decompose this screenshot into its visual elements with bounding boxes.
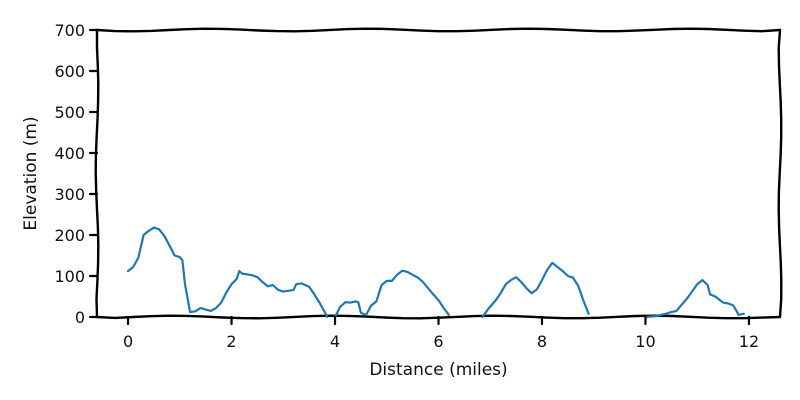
- x-tick-label: 10: [635, 332, 655, 351]
- elevation-line-segment: [481, 261, 590, 319]
- elevation-line-segment: [126, 226, 329, 319]
- x-axis: 0 2 4 6 8 10 12: [123, 315, 759, 351]
- y-tick-label: 100: [54, 267, 85, 286]
- y-axis-title: Elevation (m): [21, 116, 41, 230]
- elevation-line-segment: [333, 269, 450, 319]
- y-tick-label: 600: [54, 62, 85, 81]
- x-tick-label: 2: [226, 332, 236, 351]
- y-tick-label: 300: [54, 185, 85, 204]
- x-tick-label: 12: [739, 332, 759, 351]
- y-tick-label: 500: [54, 103, 85, 122]
- x-tick-label: 4: [330, 332, 340, 351]
- plot-frame: [94, 27, 783, 320]
- frame-left: [94, 28, 100, 319]
- y-axis: 0 100 200 300 400 500 600 700: [54, 21, 99, 327]
- x-tick-label: 6: [433, 332, 443, 351]
- y-tick-label: 200: [54, 226, 85, 245]
- y-tick-label: 0: [75, 308, 85, 327]
- x-tick-label: 0: [123, 332, 133, 351]
- x-tick-label: 8: [537, 332, 547, 351]
- frame-right: [777, 28, 783, 319]
- elevation-line-segment: [644, 279, 745, 319]
- series-layer: [126, 226, 745, 319]
- x-axis-title: Distance (miles): [369, 360, 507, 380]
- y-tick-label: 400: [54, 144, 85, 163]
- y-tick-label: 700: [54, 21, 85, 40]
- frame-top: [95, 27, 782, 33]
